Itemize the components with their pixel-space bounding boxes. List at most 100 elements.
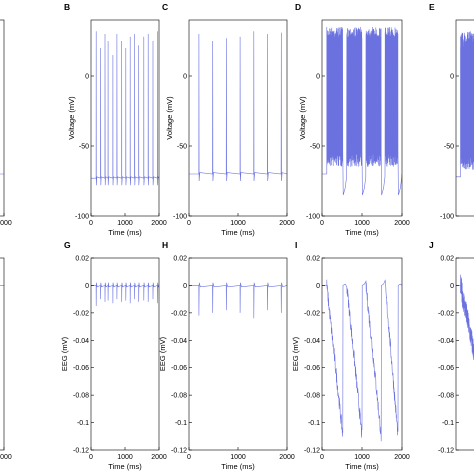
y-tick-label: -0.1 [442,420,454,427]
y-tick-label: -0.02 [73,310,89,317]
y-tick-label: -0.08 [171,393,187,400]
y-tick-label: -0.1 [175,420,187,427]
x-tick-label: 1000 [117,220,133,227]
y-tick-label: -100 [306,214,320,221]
x-tick-label: 2000 [151,220,167,227]
x-axis-label: Time (ms) [345,462,379,471]
x-tick-label: 0 [320,220,324,227]
y-tick-label: -0.06 [73,365,89,372]
trace-i [322,279,402,442]
panel-label: D [295,2,301,12]
panel-label: I [295,240,297,250]
y-tick-label: -0.04 [438,338,454,345]
y-tick-label: 0 [183,283,187,290]
x-tick-label: 0 [89,220,93,227]
y-tick-label: -0.02 [304,310,320,317]
x-tick-label: 2000 [0,454,12,461]
y-tick-label: 0 [316,283,320,290]
y-tick-label: -50 [79,144,89,151]
trace-b [91,31,159,186]
panel-b: 0 1000 2000 -100 -50 0 Time (ms) Voltage (mV) B [64,2,167,237]
y-tick-label: -0.1 [308,420,320,427]
trace-c [189,31,287,182]
y-axis-label: Voltage (mV) [67,96,76,140]
panel-label: J [429,240,434,250]
y-tick-label: -0.12 [304,448,320,455]
x-tick-label: 1000 [354,220,370,227]
y-tick-label: 0 [450,283,454,290]
x-tick-label: 2000 [279,220,295,227]
trace-d [322,26,402,196]
y-tick-label: 0 [85,74,89,81]
x-tick-label: 0 [320,454,324,461]
y-tick-label: -100 [440,214,454,221]
x-axis-label: Time (ms) [108,228,142,237]
y-tick-label: 0 [316,74,320,81]
panel-j: -0.12 -0.1 -0.08 -0.06 -0.04 -0.02 0 0.02 J [429,240,474,455]
x-tick-label: 1000 [230,454,246,461]
panel-f: 010002000Time (ms) [0,257,12,461]
y-axis-label: EEG (mV) [291,336,300,371]
y-tick-label: -0.06 [304,365,320,372]
y-tick-label: -100 [173,214,187,221]
y-tick-label: -50 [177,144,187,151]
y-tick-label: -0.08 [73,393,89,400]
panel-label: G [64,240,71,250]
x-tick-label: 1000 [354,454,370,461]
axes-frame-h [188,257,288,451]
y-tick-label: -0.12 [438,448,454,455]
axes-frame-f [0,257,5,451]
y-axis-label: EEG (mV) [158,336,167,371]
axes-frame-a [0,19,5,217]
x-tick-label: 0 [89,454,93,461]
axes-frame-b [90,19,160,217]
y-tick-label: 0.02 [306,256,320,263]
y-axis-label: Voltage (mV) [165,96,174,140]
x-tick-label: 2000 [394,220,410,227]
y-tick-label: -100 [75,214,89,221]
axes-frame-j [455,257,474,451]
y-tick-label: -0.12 [73,448,89,455]
y-tick-label: 0.02 [173,256,187,263]
y-tick-label: -0.12 [171,448,187,455]
x-tick-label: 2000 [0,220,12,227]
axes-frame-c [188,19,288,217]
y-tick-label: 0 [450,74,454,81]
y-tick-label: 0.02 [440,256,454,263]
panel-g: 0 1000 2000 -0.12 -0.1 -0.08 -0.06 -0.04 -0.02 0 0… [60,240,167,471]
y-axis-label: EEG (mV) [60,336,69,371]
panel-a: 10002000Time (ms) [0,19,12,227]
y-tick-label: -0.1 [77,420,89,427]
x-tick-label: 1000 [230,220,246,227]
trace-h [189,282,287,319]
y-tick-label: -0.06 [171,365,187,372]
panel-label: H [162,240,168,250]
panel-label: E [429,2,435,12]
y-tick-label: -0.08 [438,393,454,400]
y-tick-label: -50 [310,144,320,151]
x-tick-label: 1000 [117,454,133,461]
y-tick-label: -0.04 [171,338,187,345]
panel-i: 0 1000 2000 -0.12 -0.1 -0.08 -0.06 -0.04 -0.02 0 0… [291,240,410,471]
x-tick-label: 0 [187,454,191,461]
y-axis-label: Voltage (mV) [298,96,307,140]
y-tick-label: -50 [444,144,454,151]
panel-c: 0 1000 2000 -100 -50 0 Time (ms) Voltage (mV) C [162,2,295,237]
x-tick-label: 2000 [279,454,295,461]
panel-h: 0 1000 2000 -0.12 -0.1 -0.08 -0.06 -0.04 -0.02 0 0… [158,240,295,471]
trace-e [456,31,474,178]
y-tick-label: -0.04 [73,338,89,345]
y-tick-label: -0.02 [171,310,187,317]
x-axis-label: Time (ms) [108,462,142,471]
x-axis-label: Time (ms) [221,462,255,471]
panel-d: 0 1000 2000 -100 -50 0 Time (ms) Voltage (mV) D [295,2,410,237]
x-tick-label: 2000 [394,454,410,461]
y-tick-label: 0.02 [75,256,89,263]
y-tick-label: -0.06 [438,365,454,372]
panel-e: -100 -50 0 E [429,2,474,221]
panel-label: C [162,2,168,12]
y-tick-label: 0 [183,74,187,81]
panel-label: B [64,2,70,12]
y-tick-label: -0.04 [304,338,320,345]
